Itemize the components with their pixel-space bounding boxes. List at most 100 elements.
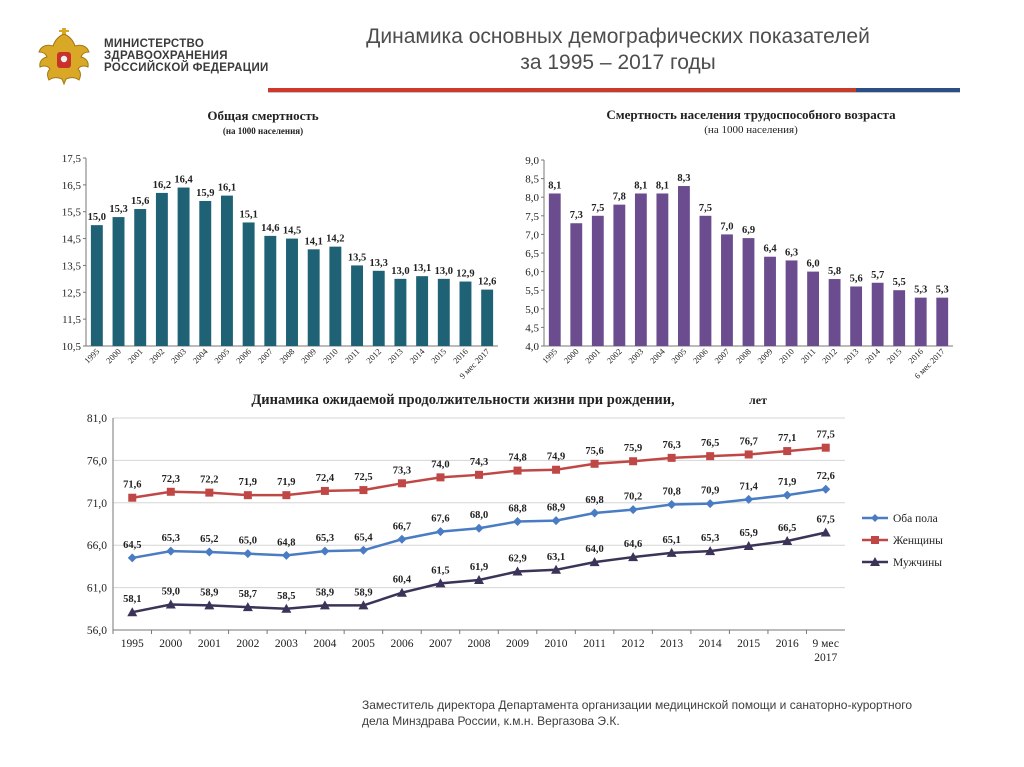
mortality-y-tick-label: 10,5 — [62, 341, 82, 353]
life-expectancy-x-tick-label: 2008 — [468, 638, 491, 650]
working-age-mortality-y-tick-label: 4,0 — [525, 341, 539, 353]
mortality-bar — [286, 238, 298, 346]
series-data-label: 58,9 — [316, 587, 334, 598]
working-age-mortality-x-tick-label: 2011 — [799, 346, 818, 365]
life-expectancy-y-tick-label: 61,0 — [87, 583, 107, 595]
series-point — [551, 564, 562, 574]
working-age-mortality-data-label: 5,3 — [936, 285, 949, 296]
series-point — [359, 486, 368, 495]
series-point — [127, 607, 138, 617]
series-data-label: 65,2 — [200, 534, 218, 545]
series-point — [590, 459, 599, 468]
life-expectancy-x-tick-label: 2012 — [622, 638, 645, 650]
mortality-bar — [264, 235, 277, 346]
legend-marker — [870, 557, 880, 566]
mortality-x-tick-label: 2014 — [407, 346, 427, 366]
mortality-bar — [416, 276, 429, 346]
series-point — [513, 466, 522, 475]
working-age-mortality-data-label: 6,9 — [742, 225, 755, 236]
working-age-mortality-x-tick-label: 2007 — [712, 346, 731, 365]
mortality-y-tick-label: 11,5 — [62, 314, 81, 326]
mortality-data-label: 15,6 — [131, 196, 149, 207]
mortality-x-tick-label: 2003 — [169, 346, 188, 365]
series-point — [513, 516, 523, 526]
series-data-label: 75,6 — [585, 446, 603, 457]
life-expectancy-title: Динамика ожидаемой продолжительности жиз… — [251, 392, 675, 408]
mortality-bar — [177, 187, 190, 346]
working-age-mortality-x-tick-label: 2001 — [583, 346, 602, 365]
life-expectancy-y-tick-label: 66,0 — [87, 540, 107, 552]
mortality-y-tick-label: 17,5 — [62, 153, 82, 165]
series-data-label: 70,2 — [624, 492, 642, 503]
slide-header: МИНИСТЕРСТВО ЗДРАВООХРАНЕНИЯ РОССИЙСКОЙ … — [0, 0, 1024, 100]
working-age-mortality-data-label: 5,6 — [850, 273, 863, 284]
series-data-label: 68,8 — [508, 503, 526, 514]
series-data-label: 76,7 — [739, 436, 757, 447]
series-point — [821, 443, 830, 452]
working-age-mortality-y-tick-label: 9,0 — [525, 155, 539, 167]
life-expectancy-x-tick-label: 2003 — [275, 638, 298, 650]
working-age-mortality-y-tick-label: 5,0 — [525, 304, 539, 316]
series-data-label: 58,9 — [354, 587, 372, 598]
mortality-data-label: 15,0 — [88, 212, 106, 223]
series-point — [128, 493, 137, 502]
working-age-mortality-x-tick-label: 2004 — [648, 346, 668, 366]
working-age-mortality-bar — [764, 256, 776, 346]
series-point — [205, 488, 214, 497]
series-data-label: 72,4 — [316, 473, 335, 484]
legend-marker — [871, 536, 879, 544]
life-expectancy-x-tick-label: 2000 — [159, 638, 182, 650]
series-data-label: 60,4 — [393, 575, 412, 586]
series-point — [705, 499, 715, 509]
series-point — [744, 450, 753, 459]
life-expectancy-x-tick-label: 2004 — [313, 638, 336, 650]
working-age-mortality-data-label: 5,8 — [828, 266, 841, 277]
life-expectancy-x-tick-label: 1995 — [121, 638, 144, 650]
mortality-title: Общая смертность — [207, 108, 318, 123]
life-expectancy-x-tick-label: 2013 — [660, 638, 683, 650]
mortality-x-tick-label: 2005 — [212, 346, 231, 365]
mortality-y-tick-label: 14,5 — [62, 234, 82, 246]
presenter-caption: Заместитель директора Департамента орган… — [362, 697, 982, 729]
life-expectancy-title-unit: лет — [749, 393, 767, 407]
series-point — [783, 447, 792, 456]
working-age-mortality-data-label: 5,3 — [914, 285, 927, 296]
mortality-bar — [90, 225, 103, 346]
working-age-mortality-x-tick-label: 2012 — [820, 346, 839, 365]
mortality-data-label: 14,2 — [326, 234, 344, 245]
series-data-label: 58,7 — [239, 589, 257, 600]
life-expectancy-x-tick-label: 2005 — [352, 638, 375, 650]
working-age-mortality-bar — [936, 297, 949, 346]
series-data-label: 61,5 — [431, 565, 449, 576]
legend-label: Мужчины — [893, 557, 942, 569]
working-age-mortality-y-tick-label: 6,0 — [525, 267, 539, 279]
working-age-mortality-subtitle: (на 1000 населения) — [704, 124, 798, 136]
legend-label: Оба пола — [893, 513, 938, 525]
presenter-line-1: Заместитель директора Департамента орган… — [362, 698, 913, 712]
mortality-bar — [220, 195, 233, 346]
working-age-mortality-x-tick-label: 2002 — [605, 346, 624, 365]
series-data-label: 66,5 — [778, 523, 796, 534]
series-point — [320, 486, 329, 495]
working-age-mortality-bar — [591, 215, 604, 346]
life-expectancy-x-tick-label: 2016 — [776, 638, 799, 650]
header-divider — [268, 88, 960, 92]
life-expectancy-y-tick-label: 76,0 — [87, 455, 107, 467]
working-age-mortality-x-tick-label: 2014 — [863, 346, 883, 366]
series-point — [281, 550, 291, 560]
mortality-bar — [199, 200, 212, 346]
series-point — [320, 546, 330, 556]
series-data-label: 72,3 — [162, 474, 180, 485]
series-data-label: 69,8 — [585, 495, 603, 506]
working-age-mortality-data-label: 5,7 — [871, 270, 884, 281]
mortality-x-tick-label: 2008 — [277, 346, 296, 365]
working-age-mortality-y-tick-label: 6,5 — [525, 248, 539, 260]
working-age-mortality-bar — [548, 193, 561, 346]
ministry-line: РОССИЙСКОЙ ФЕДЕРАЦИИ — [104, 62, 269, 74]
mortality-bar — [329, 246, 342, 346]
working-age-mortality-y-tick-label: 8,0 — [525, 192, 539, 204]
series-data-label: 65,9 — [739, 528, 757, 539]
working-age-mortality-x-tick-label: 2009 — [755, 346, 774, 365]
series-data-label: 64,0 — [585, 544, 603, 555]
series-point — [397, 534, 407, 544]
